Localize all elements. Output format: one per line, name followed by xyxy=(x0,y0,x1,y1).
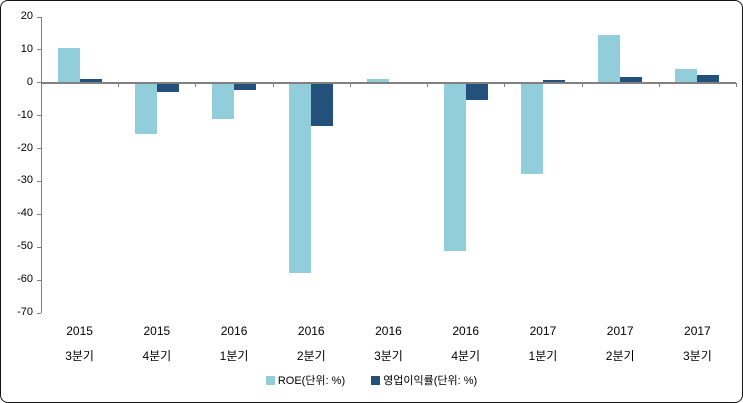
bar-roe-1 xyxy=(134,82,157,134)
x-axis-tick xyxy=(272,82,274,87)
x-axis-category-label-line: 3분기 xyxy=(682,349,712,363)
y-axis-tick-label: -30 xyxy=(17,174,33,187)
y-axis-tick-label: -20 xyxy=(17,141,33,154)
y-axis-tick-label: -50 xyxy=(17,240,33,253)
x-axis-category-label-line: 2017 xyxy=(529,324,557,338)
x-axis-line xyxy=(41,82,736,84)
x-axis-category-label-line: 3분기 xyxy=(65,349,94,363)
y-axis-tick-label: 10 xyxy=(20,42,33,55)
x-axis-category-label: 2015 4분기 xyxy=(118,319,195,369)
y-axis-tick-label: 20 xyxy=(20,10,33,22)
bar-op-8 xyxy=(697,75,720,83)
y-axis-tick xyxy=(37,213,41,215)
x-axis-category-label: 2017 2분기 xyxy=(582,319,659,369)
x-axis-category-label-line: 2016 xyxy=(220,324,248,338)
y-axis-tick xyxy=(37,16,41,18)
legend-swatch-operating-margin-icon xyxy=(371,375,381,385)
x-axis-tick xyxy=(504,82,506,87)
x-axis-category-label-line: 2분기 xyxy=(296,349,326,363)
x-axis-category-label-line: 2016 xyxy=(452,324,480,338)
bar-roe-5 xyxy=(443,82,466,252)
x-axis-category-label-line: 2017 xyxy=(684,324,711,338)
bar-op-1 xyxy=(156,82,179,92)
x-axis-category-label-line: 2016 xyxy=(375,324,402,338)
legend-swatch-roe-icon xyxy=(265,375,275,385)
x-axis-tick xyxy=(658,82,660,87)
x-axis-category-label: 2017 1분기 xyxy=(504,319,581,369)
legend-item-roe: ROE(단위: %) xyxy=(265,372,346,388)
x-axis-tick xyxy=(581,82,583,87)
x-axis-category-label: 2015 3분기 xyxy=(41,319,118,369)
x-axis-category-label-line: 2017 xyxy=(606,324,634,338)
y-axis-tick-label: -40 xyxy=(17,207,33,220)
legend-label-operating-margin: 영업이익률(단위: %) xyxy=(383,375,478,387)
y-axis-line xyxy=(41,17,42,313)
x-axis-tick xyxy=(427,82,429,87)
y-axis-tick xyxy=(37,115,41,117)
x-axis-tick xyxy=(41,82,42,87)
bar-roe-4 xyxy=(366,79,389,83)
x-axis-category-label-line: 2016 xyxy=(297,324,325,338)
y-axis-tick xyxy=(37,312,41,314)
bar-roe-3 xyxy=(289,82,312,274)
legend-item-operating-margin: 영업이익률(단위: %) xyxy=(371,372,477,388)
x-axis-category-label-line: 2015 xyxy=(143,324,171,338)
y-axis-tick xyxy=(37,246,41,248)
bar-op-2 xyxy=(234,82,257,91)
y-axis-tick xyxy=(37,279,41,281)
x-axis-category-label: 2016 3분기 xyxy=(350,319,427,369)
x-axis-category-label-line: 3분기 xyxy=(374,349,403,363)
x-axis-category-label-line: 2분기 xyxy=(605,349,635,363)
bar-op-5 xyxy=(465,82,488,101)
legend: ROE(단위: %) 영업이익률(단위: %) xyxy=(1,372,742,388)
x-axis-category-label-line: 4분기 xyxy=(142,349,172,363)
bar-roe-8 xyxy=(675,68,698,83)
x-axis-category-label: 2017 3분기 xyxy=(659,319,736,369)
x-axis-tick xyxy=(195,82,197,87)
x-axis-category-label: 2016 2분기 xyxy=(273,319,350,369)
y-axis-tick-label: -60 xyxy=(17,273,33,286)
x-axis-tick xyxy=(736,82,737,87)
x-axis-category-label: 2016 1분기 xyxy=(195,319,272,369)
x-axis-category-label-line: 2015 xyxy=(66,324,93,338)
bar-roe-2 xyxy=(212,82,235,119)
x-axis-category-label-line: 1분기 xyxy=(528,349,558,363)
y-axis-tick xyxy=(37,148,41,150)
legend-label-roe: ROE(단위: %) xyxy=(277,375,346,387)
x-axis-category-label-line: 4분기 xyxy=(451,349,481,363)
y-axis-tick xyxy=(37,82,41,84)
y-axis-tick xyxy=(37,49,41,51)
x-axis-tick xyxy=(349,82,351,87)
y-axis-tick-label: -70 xyxy=(17,306,33,318)
bar-roe-0 xyxy=(57,47,80,83)
x-axis-category-label-line: 1분기 xyxy=(219,349,249,363)
x-axis-tick xyxy=(118,82,120,87)
bar-op-7 xyxy=(620,76,643,83)
bar-op-0 xyxy=(79,78,102,83)
bar-roe-6 xyxy=(520,82,543,174)
bar-op-3 xyxy=(311,82,334,126)
y-axis-tick xyxy=(37,180,41,182)
bar-op-6 xyxy=(542,80,565,83)
x-axis-category-label: 2016 4분기 xyxy=(427,319,504,369)
y-axis-tick-label: 0 xyxy=(26,75,33,88)
bar-roe-7 xyxy=(598,35,621,83)
y-axis-tick-label: -10 xyxy=(17,108,33,121)
